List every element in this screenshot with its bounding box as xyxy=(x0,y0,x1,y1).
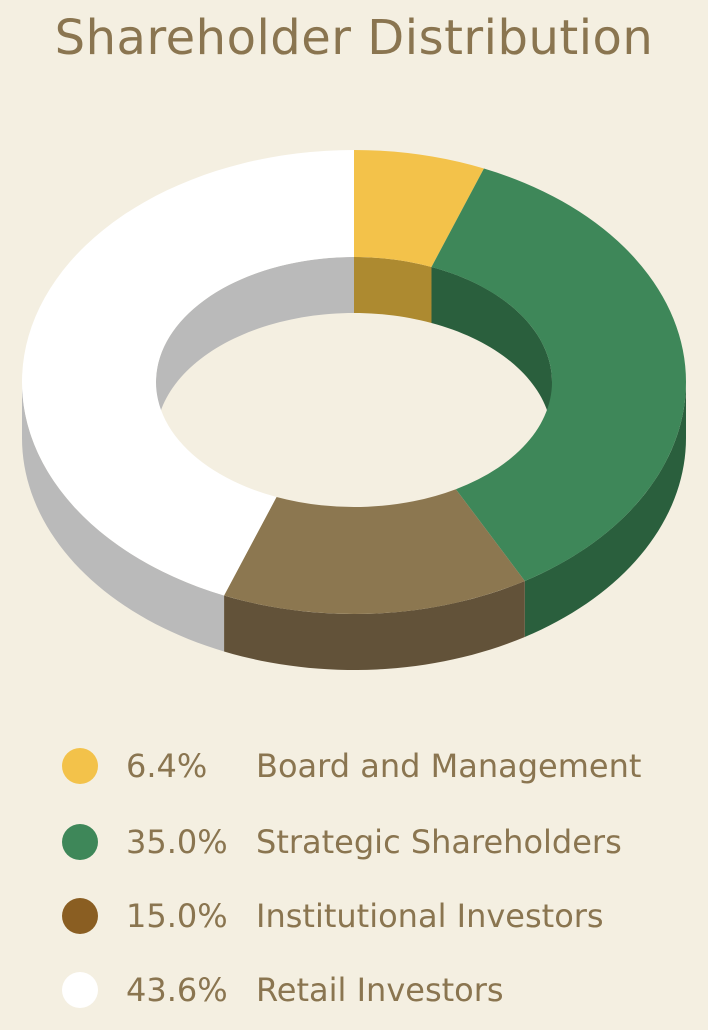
outer-side-retail-investors xyxy=(22,382,225,652)
legend-item-institutional-investors: 15.0% Institutional Investors xyxy=(0,886,708,946)
legend-item-strategic-shareholders: 35.0% Strategic Shareholders xyxy=(0,812,708,872)
slice-retail-investors xyxy=(22,150,354,596)
slice-board-and-management xyxy=(354,150,484,267)
legend-label: Institutional Investors xyxy=(256,897,604,935)
legend-dot xyxy=(62,824,98,860)
legend-value: 43.6% xyxy=(126,971,228,1009)
legend-item-board-and-management: 6.4% Board and Management xyxy=(0,736,708,796)
outer-side-institutional-investors xyxy=(224,580,525,670)
inner-side-retail-investors-b xyxy=(156,257,354,438)
inner-side-board-and-management-a xyxy=(354,257,432,323)
legend-item-retail-investors: 43.6% Retail Investors xyxy=(0,960,708,1020)
legend-dot xyxy=(62,898,98,934)
legend-label: Strategic Shareholders xyxy=(256,823,622,861)
legend-dot xyxy=(62,748,98,784)
donut-chart xyxy=(22,150,686,670)
legend-label: Board and Management xyxy=(256,747,642,785)
outer-side-strategic-shareholders xyxy=(524,382,686,637)
legend-dot xyxy=(62,972,98,1008)
legend-value: 15.0% xyxy=(126,897,228,935)
legend-value: 35.0% xyxy=(126,823,228,861)
donut-top-faces xyxy=(22,150,686,614)
legend-value: 6.4% xyxy=(126,747,208,785)
outer-side-walls xyxy=(22,382,686,670)
slice-strategic-shareholders xyxy=(431,168,686,581)
slice-institutional-investors xyxy=(224,489,525,614)
inner-side-strategic-shareholders-a xyxy=(431,266,552,438)
inner-side-walls xyxy=(156,257,552,438)
chart-title: Shareholder Distribution xyxy=(54,10,654,66)
legend-label: Retail Investors xyxy=(256,971,504,1009)
